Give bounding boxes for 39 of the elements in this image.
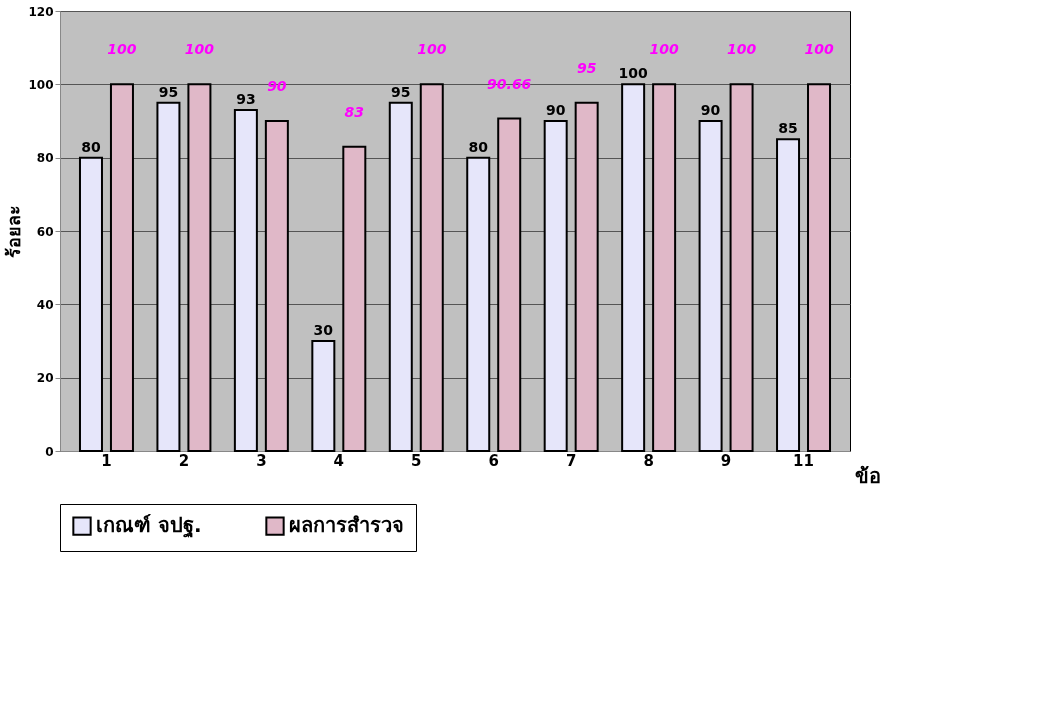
legend-label: ผลการสำรวจ <box>289 513 404 538</box>
data-label: 100 <box>649 41 679 58</box>
data-label: 30 <box>313 322 334 338</box>
x-tick-label: 3 <box>256 451 267 470</box>
x-axis-title: ข้อ <box>854 463 881 488</box>
y-tick-label: 40 <box>36 297 54 312</box>
data-label: 100 <box>804 41 834 58</box>
y-tick-label: 60 <box>36 224 54 239</box>
data-label: 85 <box>778 120 798 137</box>
data-label: 100 <box>184 41 215 58</box>
data-label: 80 <box>81 138 101 155</box>
data-label: 100 <box>618 65 648 82</box>
legend-label: เกณฑ์ จปฐ. <box>96 513 202 540</box>
data-label: 80 <box>468 138 489 155</box>
x-tick-label: 11 <box>793 451 814 470</box>
x-tick-label: 5 <box>411 451 422 470</box>
data-label: 95 <box>391 83 411 100</box>
x-tick-label: 6 <box>488 451 499 470</box>
data-label: 90 <box>545 102 566 118</box>
y-tick-label: 120 <box>28 4 54 19</box>
x-tick-label: 9 <box>720 451 732 470</box>
x-tick-label: 2 <box>178 451 190 470</box>
data-label: 95 <box>576 59 597 76</box>
x-tick-label: 4 <box>333 451 345 470</box>
x-tick-label: 1 <box>101 451 112 470</box>
y-tick-label: 80 <box>36 151 54 166</box>
x-tick-label: 7 <box>565 451 577 470</box>
data-label: 90 <box>700 102 721 118</box>
data-label: 100 <box>107 41 137 58</box>
data-label: 100 <box>417 41 447 58</box>
y-tick-label: 0 <box>45 444 54 459</box>
y-tick-label: 20 <box>36 371 54 386</box>
data-label: 93 <box>236 91 256 107</box>
data-label: 100 <box>726 41 757 58</box>
y-axis-title: ร้อยละ <box>3 205 25 258</box>
y-tick-label: 100 <box>28 77 54 92</box>
x-tick-label: 8 <box>643 451 654 470</box>
data-label: 95 <box>158 83 179 100</box>
data-label: 83 <box>344 103 365 120</box>
